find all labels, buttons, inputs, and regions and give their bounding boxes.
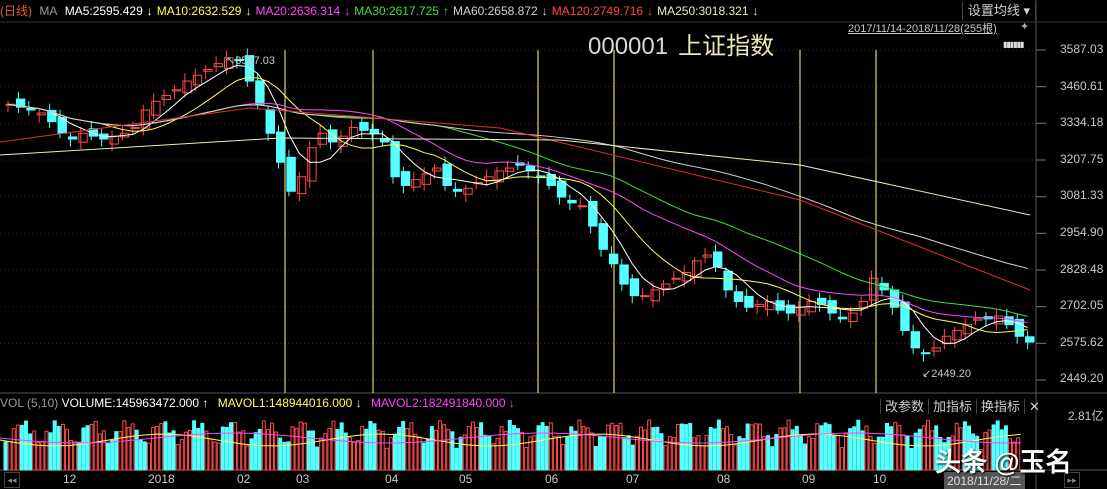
y-tick-label: 3334.18 bbox=[1060, 115, 1104, 130]
set-ma-button[interactable]: 设置均线 ▾ bbox=[962, 2, 1036, 20]
scroll-left-button[interactable]: ◂◂ bbox=[4, 472, 20, 488]
low-annotation: ↙2449.20 bbox=[922, 368, 971, 380]
arrow-down-icon: ↓ bbox=[146, 4, 153, 18]
arrow-down-icon: ↓ bbox=[541, 4, 548, 18]
y-tick-label: 2575.62 bbox=[1060, 334, 1104, 349]
mavol1-down-icon: ↓ bbox=[355, 396, 362, 410]
ma-value-1: MA10:2632.529 bbox=[156, 4, 242, 18]
stock-name: 上证指数 bbox=[678, 33, 775, 60]
ma-value-3: MA30:2617.725 bbox=[354, 4, 439, 18]
ma-value-0: MA5:2595.429 bbox=[64, 4, 143, 18]
arrow-down-icon: ↓ bbox=[245, 4, 252, 18]
change-params-button[interactable]: 改参数 bbox=[880, 399, 929, 414]
ma-value-5: MA120:2749.716 bbox=[551, 4, 644, 18]
ma-value-6: MA250:3018.321 bbox=[657, 4, 749, 18]
volume-top-label: 2.81亿 bbox=[1068, 409, 1104, 423]
y-tick-label: 3207.75 bbox=[1060, 151, 1104, 166]
period-label: (日线) bbox=[0, 4, 32, 18]
x-tick-label: 09 bbox=[802, 472, 816, 486]
vol-up-icon: ↑ bbox=[202, 396, 209, 410]
arrow-down-icon: ↓ bbox=[752, 4, 759, 18]
x-tick-label: 02 bbox=[237, 472, 251, 486]
y-tick-label: 3460.61 bbox=[1060, 78, 1104, 93]
x-tick-label: 2018 bbox=[148, 472, 175, 486]
close-icon[interactable]: ✕ bbox=[1024, 399, 1044, 414]
vol-name: VOL (5,10) bbox=[0, 396, 59, 410]
volume-toolbar: 改参数 加指标 换指标 ✕ bbox=[880, 396, 1044, 415]
y-tick-label: 2954.90 bbox=[1060, 225, 1104, 239]
x-tick-label: 10 bbox=[873, 472, 887, 486]
arrow-down-icon: ↓ bbox=[647, 4, 654, 18]
volume-header: VOL (5,10) VOLUME:145963472.000 ↑ MAVOL1… bbox=[0, 396, 515, 410]
y-tick-label: 3081.33 bbox=[1060, 188, 1104, 203]
watermark: 头条 @玉名 bbox=[935, 447, 1072, 477]
y-tick-label: 2828.48 bbox=[1060, 261, 1104, 276]
high-annotation: ↖3587.03 bbox=[226, 55, 275, 67]
x-tick-label: 07 bbox=[626, 472, 640, 486]
x-tick-label: 03 bbox=[296, 472, 310, 486]
mavol2-value: MAVOL2:182491840.000 bbox=[370, 396, 506, 410]
x-tick-label: 06 bbox=[545, 472, 559, 486]
mavol2-down-icon: ↓ bbox=[508, 396, 515, 410]
ma-header: (日线) MA MA5:2595.429 ↓ MA10:2632.529 ↓ MA20:… bbox=[0, 0, 840, 22]
ma-value-2: MA20:2636.314 bbox=[255, 4, 341, 18]
switch-indicator-button[interactable]: 换指标 bbox=[976, 399, 1025, 414]
y-tick-label: 2449.20 bbox=[1060, 371, 1104, 386]
ma-label: MA bbox=[39, 4, 58, 18]
pin-icon[interactable]: ✦ bbox=[1020, 21, 1030, 33]
cursor-date: 2018/11/28/二 bbox=[944, 472, 1025, 489]
x-tick-label: 05 bbox=[459, 472, 473, 486]
scroll-right-button[interactable]: ▸▸ bbox=[1064, 472, 1080, 488]
zoom-dots-icon[interactable]: ▮▮▮▮▮▮ bbox=[1003, 40, 1024, 49]
x-tick-label: 12 bbox=[63, 472, 77, 486]
x-tick-label: 08 bbox=[717, 472, 731, 486]
arrow-up-icon: ↑ bbox=[442, 4, 449, 18]
chart-title: 000001 上证指数 bbox=[588, 26, 774, 61]
ma-value-4: MA60:2658.872 bbox=[452, 4, 538, 18]
stock-code: 000001 bbox=[588, 33, 669, 60]
volume-value: VOLUME:145963472.000 bbox=[61, 396, 200, 410]
x-tick-label: 04 bbox=[385, 472, 399, 486]
mavol1-value: MAVOL1:148944016.000 bbox=[217, 396, 353, 410]
y-tick-label: 3587.03 bbox=[1060, 42, 1104, 56]
date-range-link[interactable]: 2017/11/14-2018/11/28(255根) bbox=[848, 23, 997, 35]
arrow-down-icon: ↓ bbox=[344, 4, 351, 18]
y-tick-label: 2702.05 bbox=[1060, 298, 1104, 313]
add-indicator-button[interactable]: 加指标 bbox=[928, 399, 977, 414]
